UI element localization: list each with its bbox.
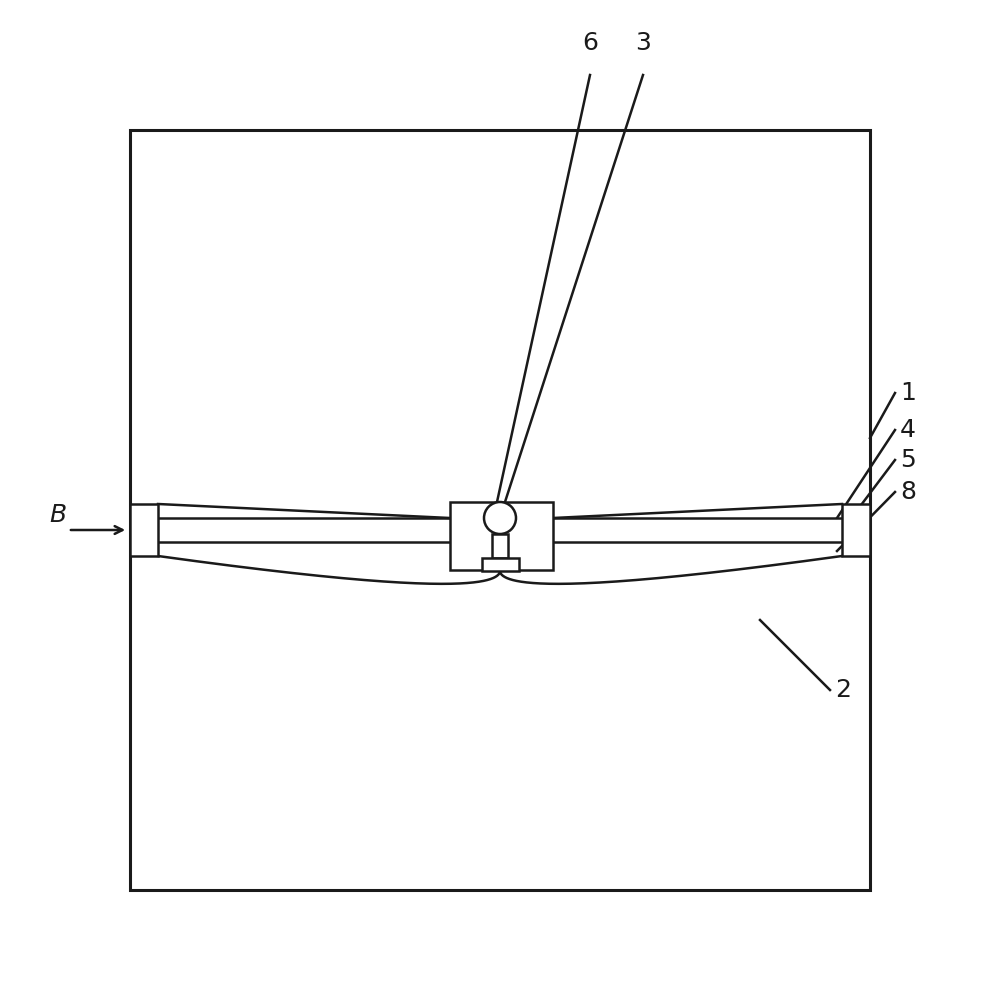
Bar: [492, 534, 508, 558]
Text: 2: 2: [835, 678, 851, 702]
Bar: [130, 518, 870, 542]
Text: 8: 8: [900, 480, 916, 504]
Bar: [482, 558, 519, 571]
Text: 6: 6: [582, 31, 598, 55]
Bar: [450, 502, 553, 570]
Text: 4: 4: [900, 418, 916, 442]
Text: B: B: [49, 503, 67, 527]
Text: 3: 3: [635, 31, 651, 55]
Text: 1: 1: [900, 381, 916, 405]
Bar: [130, 504, 158, 556]
Bar: [130, 130, 870, 890]
Bar: [842, 504, 870, 556]
Text: 5: 5: [900, 448, 916, 472]
Circle shape: [484, 502, 516, 534]
